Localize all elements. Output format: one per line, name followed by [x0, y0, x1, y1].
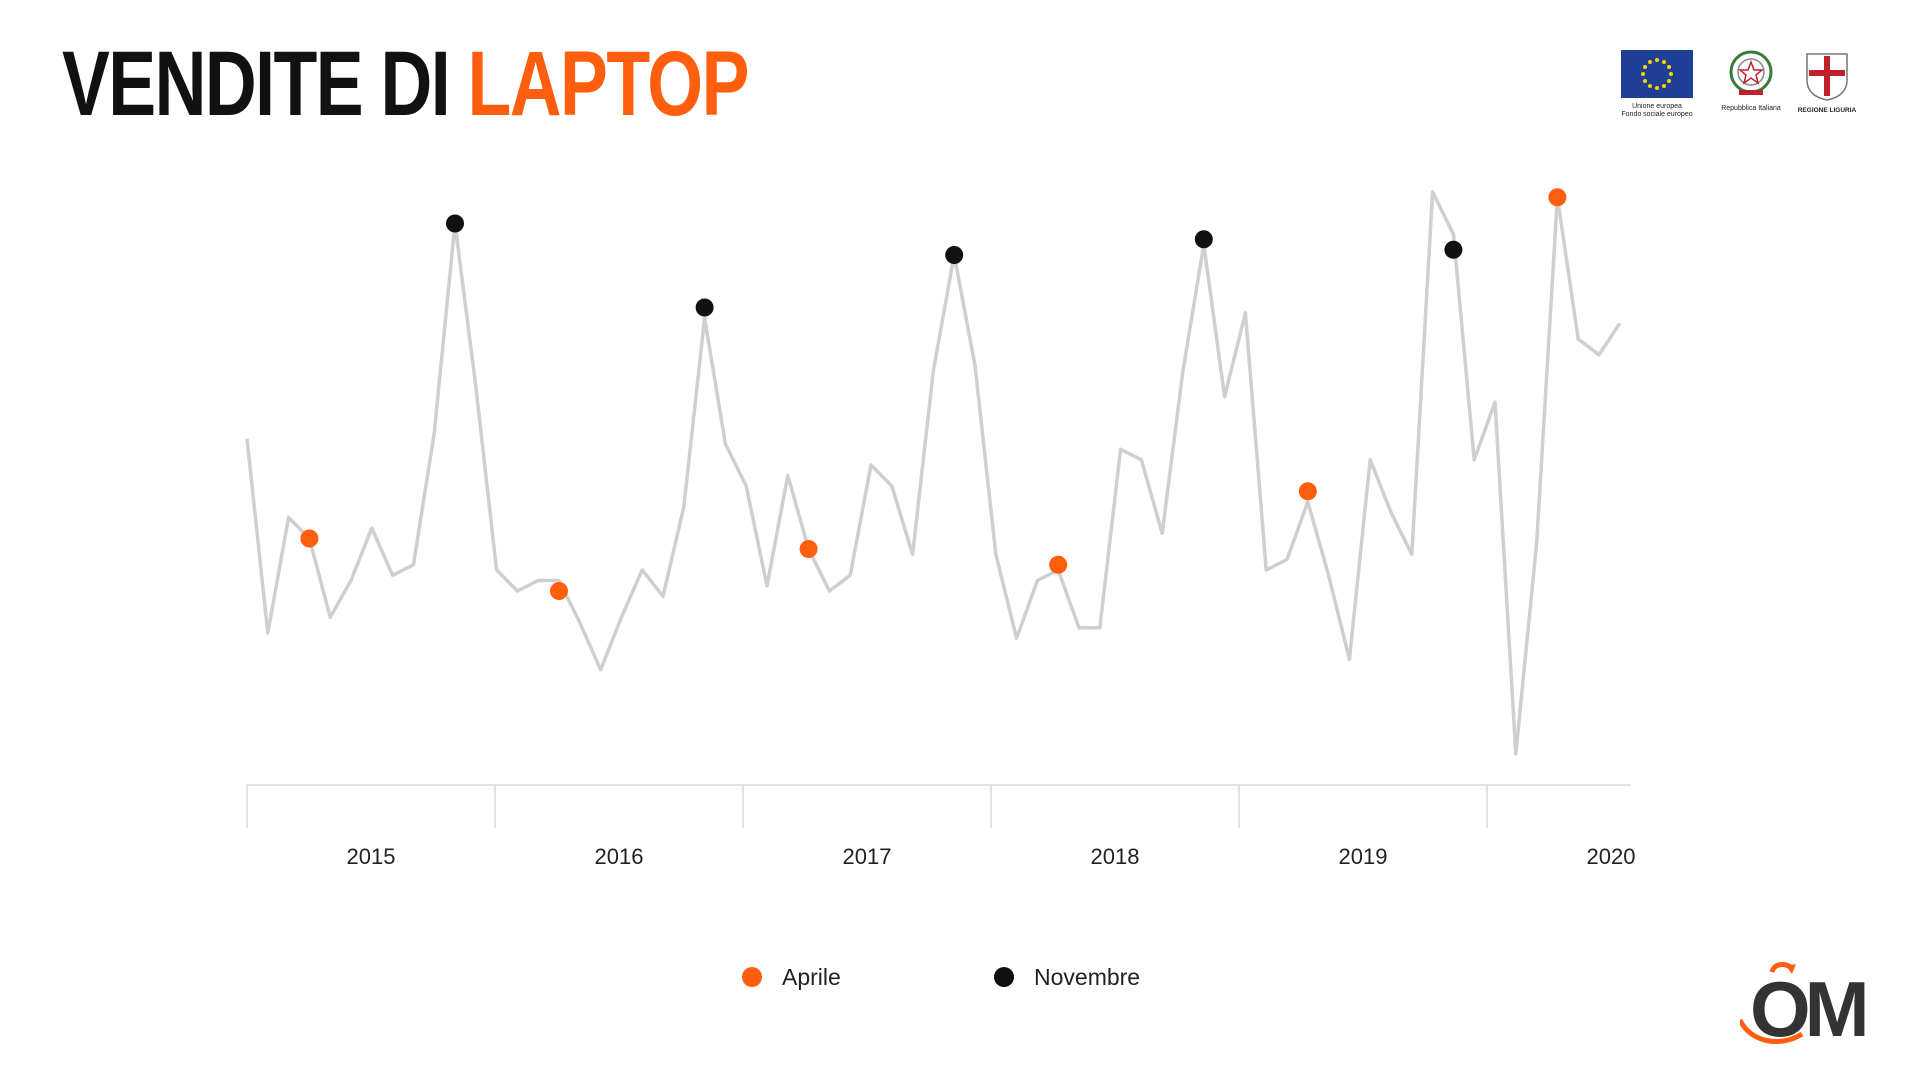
x-tick-label: 2018 [1091, 844, 1140, 869]
legend-label-novembre: Novembre [1034, 964, 1140, 990]
title-part-1: VENDITE DI [62, 33, 468, 135]
sales-line-chart: 2015 2016 2017 2018 2019 2020 Aprile Novembre [245, 188, 1636, 990]
liguria-shield-logo: REGIONE LIGURIA [1798, 53, 1857, 114]
marker-novembre-2016 [695, 298, 714, 317]
liguria-label: REGIONE LIGURIA [1798, 107, 1857, 114]
om-arrow [1786, 964, 1796, 974]
chart-title: VENDITE DI LAPTOP [62, 38, 749, 130]
legend-swatch-novembre [994, 967, 1014, 987]
sponsor-logos: Unione europea Fondo sociale europeo Rep… [1621, 50, 1857, 118]
marker-novembre-2018 [1194, 230, 1213, 249]
om-swoosh-bottom [1740, 1018, 1804, 1044]
italy-label: Repubblica Italiana [1721, 105, 1781, 112]
om-text: OM [1750, 965, 1865, 1050]
marker-aprile-2018 [1049, 555, 1068, 574]
title-part-2: LAPTOP [467, 33, 749, 135]
x-tick-label: 2015 [347, 844, 396, 869]
eu-label-2: Fondo sociale europeo [1621, 111, 1692, 118]
x-tick-label: 2020 [1587, 844, 1636, 869]
italy-emblem-logo: Repubblica Italiana [1721, 50, 1781, 112]
sales-series-line [245, 190, 1622, 756]
marker-novembre-2015 [446, 214, 464, 233]
x-tick-label: 2017 [843, 844, 892, 869]
marker-aprile-2020 [1548, 188, 1567, 207]
eu-label-1: Unione europea [1632, 103, 1682, 110]
legend-swatch-aprile [742, 967, 762, 987]
marker-aprile-2016 [550, 582, 568, 600]
x-tick-label: 2019 [1339, 844, 1388, 869]
marker-aprile-2015 [300, 529, 319, 548]
legend-label-aprile: Aprile [782, 964, 841, 990]
om-logo: OM [1740, 962, 1871, 1050]
marker-aprile-2019 [1298, 482, 1317, 501]
marker-aprile-2017 [799, 540, 818, 558]
marker-novembre-2019 [1444, 240, 1463, 259]
x-tick-label: 2016 [595, 844, 644, 869]
eu-flag-logo: Unione europea Fondo sociale europeo [1621, 50, 1693, 118]
marker-novembre-2017 [945, 246, 964, 264]
